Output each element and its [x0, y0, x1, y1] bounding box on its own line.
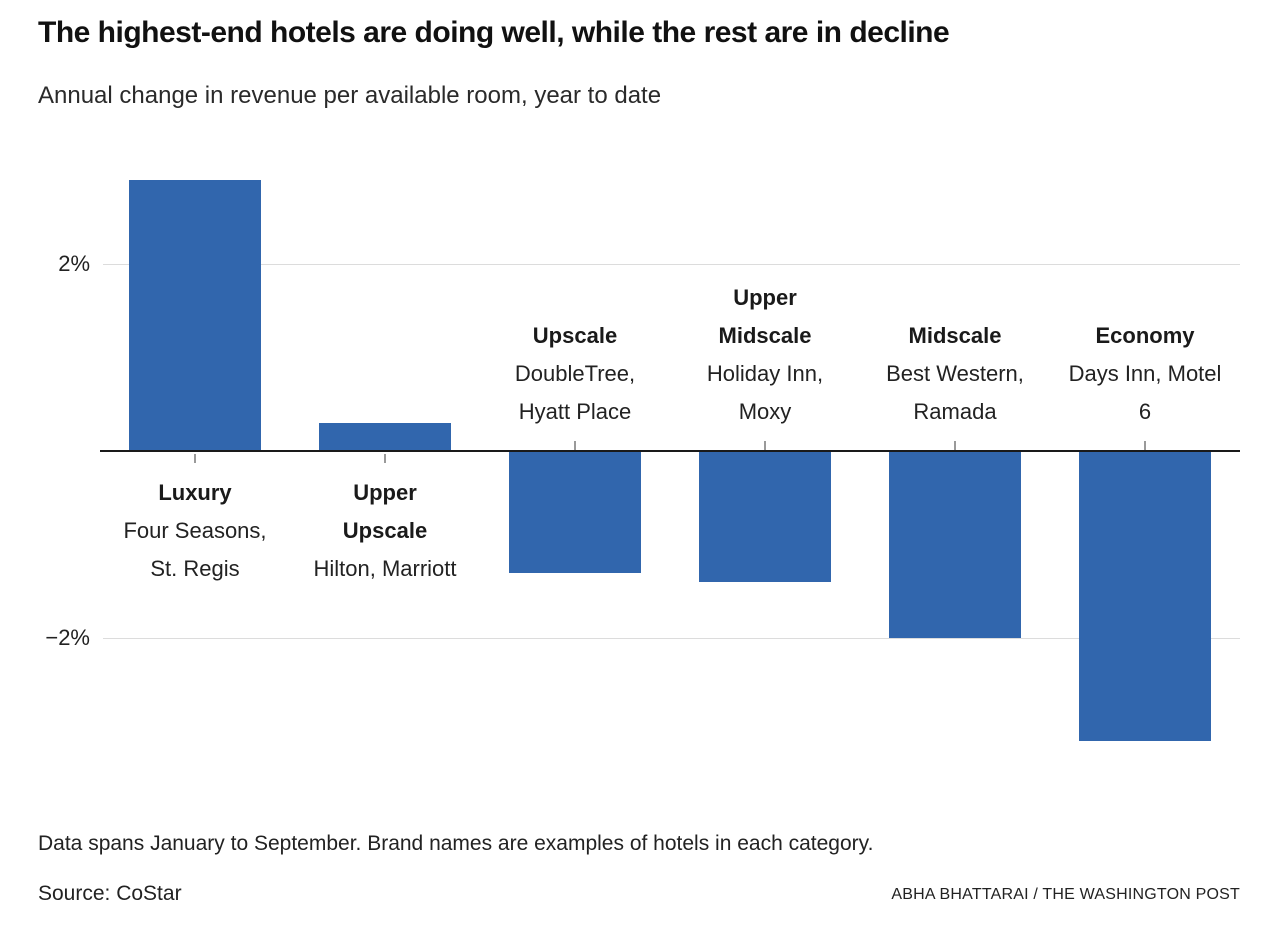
category-tick — [384, 454, 386, 463]
category-label: Economy Days Inn, Motel 6 — [1035, 317, 1255, 431]
category-tick — [194, 454, 196, 463]
category-brands: DoubleTree, — [514, 361, 636, 386]
bar — [129, 180, 261, 451]
bar — [699, 451, 831, 582]
source-line: Source: CoStar — [38, 882, 182, 905]
axis-tick-label: −2% — [45, 625, 90, 650]
category-label: Upper Upscale Hilton, Marriott — [275, 474, 495, 588]
category-tick — [574, 441, 576, 450]
category-brands: St. Regis — [150, 556, 240, 581]
category-name: Upscale — [342, 518, 428, 543]
category-brands: Days Inn, Motel — [1068, 361, 1222, 386]
category-brands: Holiday Inn, — [706, 361, 824, 386]
bar — [1079, 451, 1211, 741]
category-name: Midscale — [718, 323, 812, 348]
category-brands: Moxy — [738, 399, 792, 424]
category-label: Midscale Best Western, Ramada — [845, 317, 1065, 431]
byline-credit: ABHA BHATTARAI / THE WASHINGTON POST — [891, 886, 1240, 903]
category-brands: Four Seasons, — [123, 518, 267, 543]
category-name: Upper — [353, 480, 417, 505]
chart-subtitle: Annual change in revenue per available r… — [38, 82, 662, 109]
bar — [319, 423, 451, 451]
category-tick — [764, 441, 766, 450]
category-tick — [1144, 441, 1146, 450]
gridline — [103, 638, 1240, 639]
category-tick — [954, 441, 956, 450]
category-name: Economy — [1095, 323, 1195, 348]
category-name: Luxury — [158, 480, 232, 505]
chart-title: The highest-end hotels are doing well, w… — [38, 16, 950, 49]
category-brands: 6 — [1138, 399, 1152, 424]
category-brands: Hilton, Marriott — [313, 556, 457, 581]
category-name: Upscale — [532, 323, 618, 348]
category-name: Midscale — [908, 323, 1002, 348]
bar — [889, 451, 1021, 638]
category-label: Upper Midscale Holiday Inn, Moxy — [655, 279, 875, 431]
category-brands: Best Western, — [886, 361, 1024, 386]
category-label: Upscale DoubleTree, Hyatt Place — [465, 317, 685, 431]
category-brands: Ramada — [913, 399, 997, 424]
footnote: Data spans January to September. Brand n… — [38, 832, 874, 855]
bar — [509, 451, 641, 573]
axis-tick-label: 2% — [58, 251, 90, 276]
category-label: Luxury Four Seasons, St. Regis — [85, 474, 305, 588]
zero-baseline — [100, 450, 1240, 452]
gridline — [103, 264, 1240, 265]
category-name: Upper — [733, 285, 797, 310]
category-brands: Hyatt Place — [518, 399, 632, 424]
